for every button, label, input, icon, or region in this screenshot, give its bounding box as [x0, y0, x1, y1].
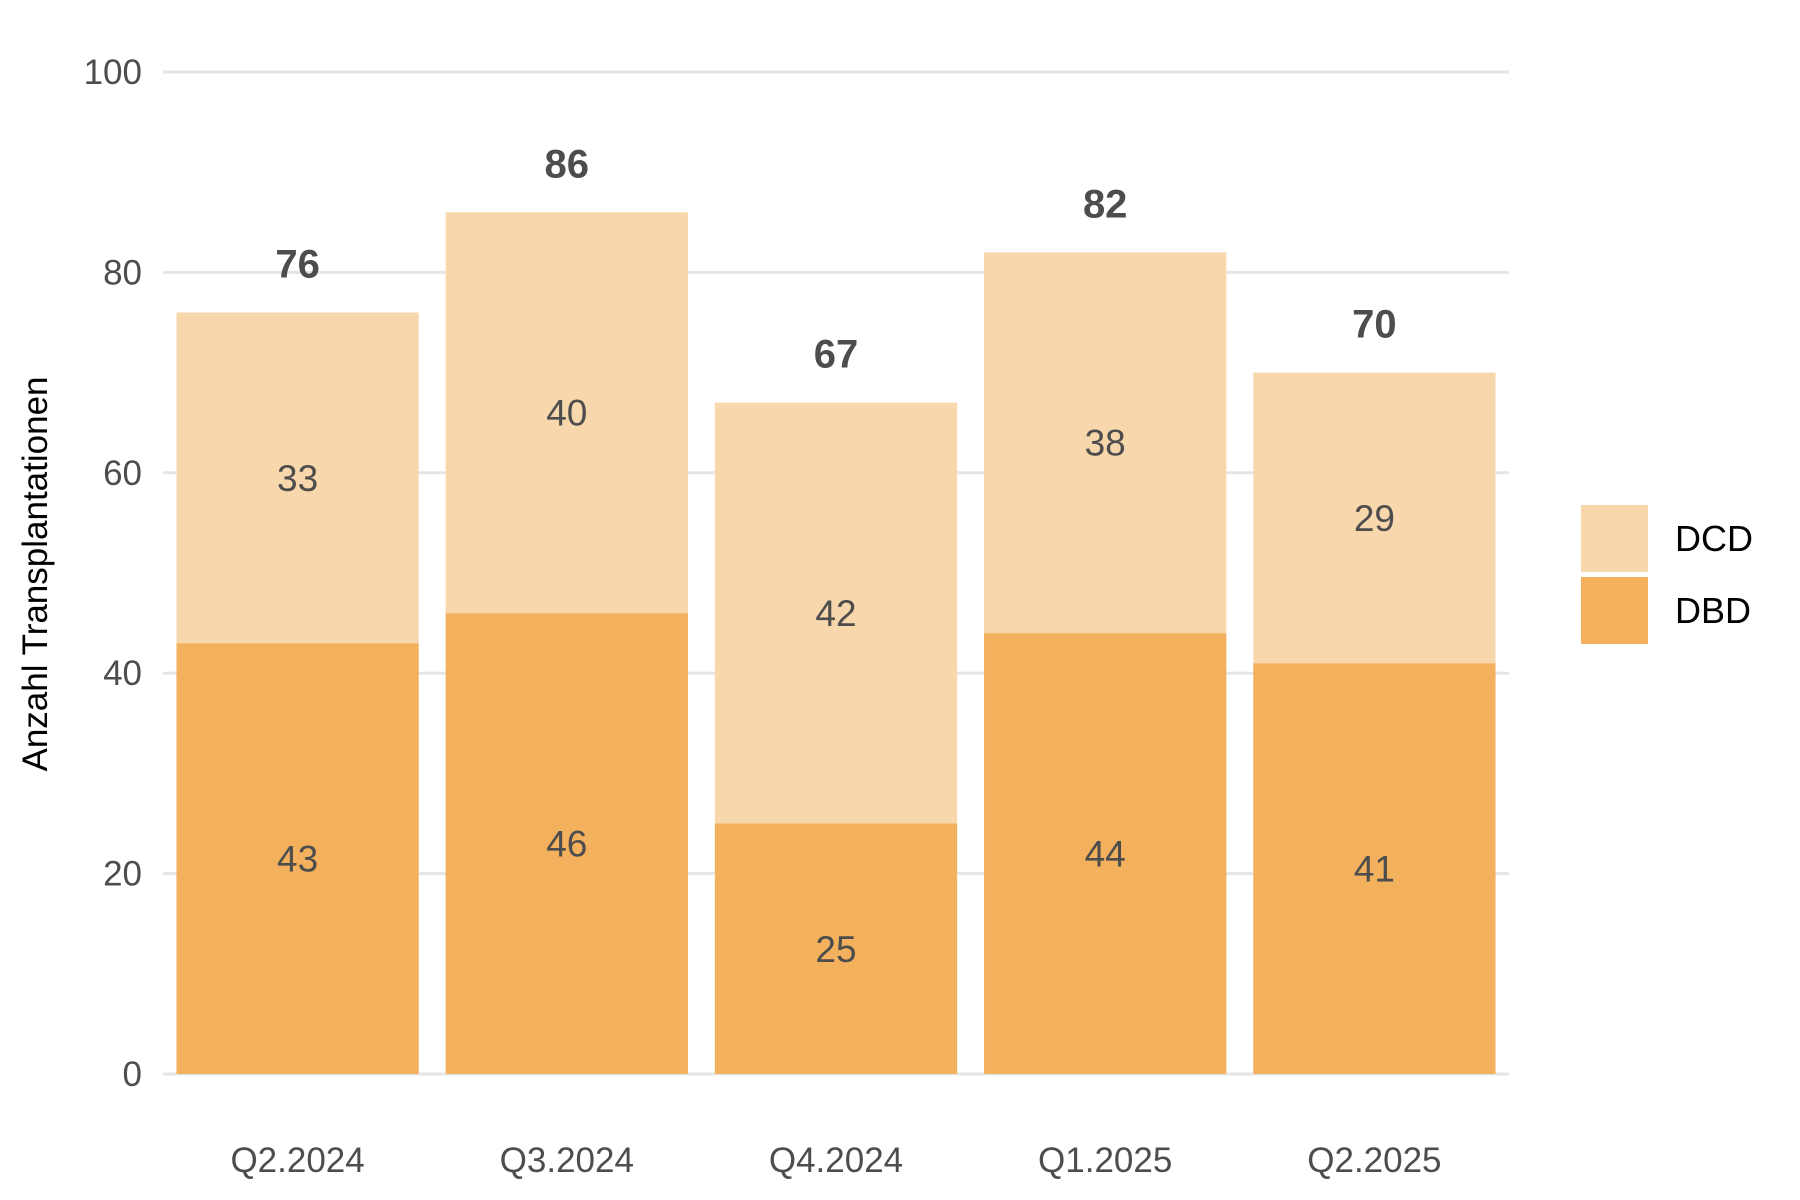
y-axis-ticks: 0 20 40 60 80 100	[84, 53, 142, 1094]
legend-label-dcd: DCD	[1675, 518, 1753, 559]
y-axis-title: Anzahl Transplantationen	[16, 377, 55, 772]
bar-total-label: 70	[1352, 303, 1397, 347]
segment-value-label: 41	[1354, 849, 1395, 890]
y-tick-label: 60	[103, 454, 142, 493]
segment-value-label: 44	[1085, 834, 1126, 875]
x-tick-label: Q4.2024	[769, 1141, 903, 1180]
y-tick-label: 20	[103, 855, 142, 894]
bar-dcd-q1-2025	[984, 252, 1227, 634]
bar-total-label: 82	[1083, 182, 1128, 226]
y-tick-label: 100	[84, 53, 142, 92]
bar-dbd-q2-2025	[1253, 663, 1496, 1074]
y-tick-label: 80	[103, 253, 142, 292]
bar-dbd-q4-2024	[714, 823, 958, 1074]
x-tick-label: Q1.2025	[1038, 1141, 1172, 1180]
x-axis-ticks: Q2.2024 Q3.2024 Q4.2024 Q1.2025 Q2.2025	[230, 1141, 1441, 1180]
segment-value-label: 25	[815, 929, 856, 970]
segment-value-label: 38	[1085, 423, 1126, 464]
segment-value-label: 43	[277, 839, 318, 880]
bar-dcd-q3-2024	[445, 212, 688, 614]
segment-value-label: 29	[1354, 498, 1395, 539]
bar-total-label: 67	[814, 333, 859, 377]
x-tick-label: Q3.2024	[500, 1141, 634, 1180]
bar-dbd-q3-2024	[445, 613, 688, 1074]
segment-value-label: 42	[815, 593, 856, 634]
bar-dbd-q2-2024	[176, 643, 419, 1074]
y-tick-label: 40	[103, 654, 142, 693]
segment-value-label: 33	[277, 458, 318, 499]
legend-label-dbd: DBD	[1675, 590, 1751, 631]
y-tick-label: 0	[123, 1055, 142, 1094]
x-tick-label: Q2.2024	[230, 1141, 364, 1180]
x-tick-label: Q2.2025	[1307, 1141, 1441, 1180]
legend-swatch-dbd	[1581, 577, 1648, 644]
bar-dcd-q2-2024	[176, 312, 419, 644]
bar-dbd-q1-2025	[984, 633, 1227, 1074]
bar-total-label: 86	[545, 142, 590, 186]
segment-value-label: 40	[546, 393, 587, 434]
bars: 43 33 76 46 40 86 25 42 67 44 38 82 41 29 70	[176, 142, 1496, 1074]
segment-value-label: 46	[546, 824, 587, 865]
bar-total-label: 76	[275, 242, 320, 286]
bar-dcd-q4-2024	[714, 402, 958, 824]
legend: DCD DBD	[1581, 505, 1753, 644]
legend-swatch-dcd	[1581, 505, 1648, 572]
bar-dcd-q2-2025	[1253, 372, 1496, 664]
